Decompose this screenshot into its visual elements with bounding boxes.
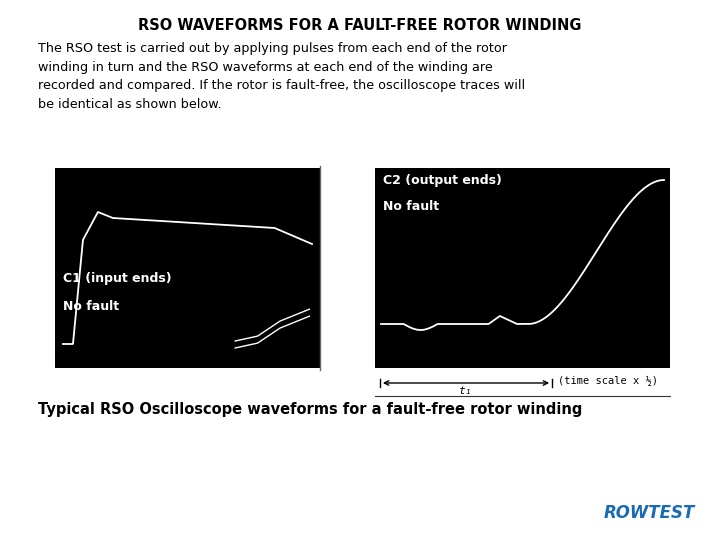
Text: The RSO test is carried out by applying pulses from each end of the rotor
windin: The RSO test is carried out by applying …	[38, 42, 525, 111]
Text: No fault: No fault	[383, 200, 439, 213]
Text: ROWTEST: ROWTEST	[603, 504, 695, 522]
Text: (time scale x ½): (time scale x ½)	[558, 376, 658, 386]
Bar	[55, 168, 320, 368]
Text: Typical RSO Oscilloscope waveforms for a fault-free rotor winding: Typical RSO Oscilloscope waveforms for a…	[38, 402, 582, 417]
Bar	[375, 168, 670, 368]
Text: t₁: t₁	[459, 386, 473, 396]
Text: C2 (output ends): C2 (output ends)	[383, 174, 502, 187]
Text: No fault: No fault	[63, 300, 119, 313]
Text: RSO WAVEFORMS FOR A FAULT-FREE ROTOR WINDING: RSO WAVEFORMS FOR A FAULT-FREE ROTOR WIN…	[138, 18, 582, 33]
Text: C1 (input ends): C1 (input ends)	[63, 272, 171, 285]
